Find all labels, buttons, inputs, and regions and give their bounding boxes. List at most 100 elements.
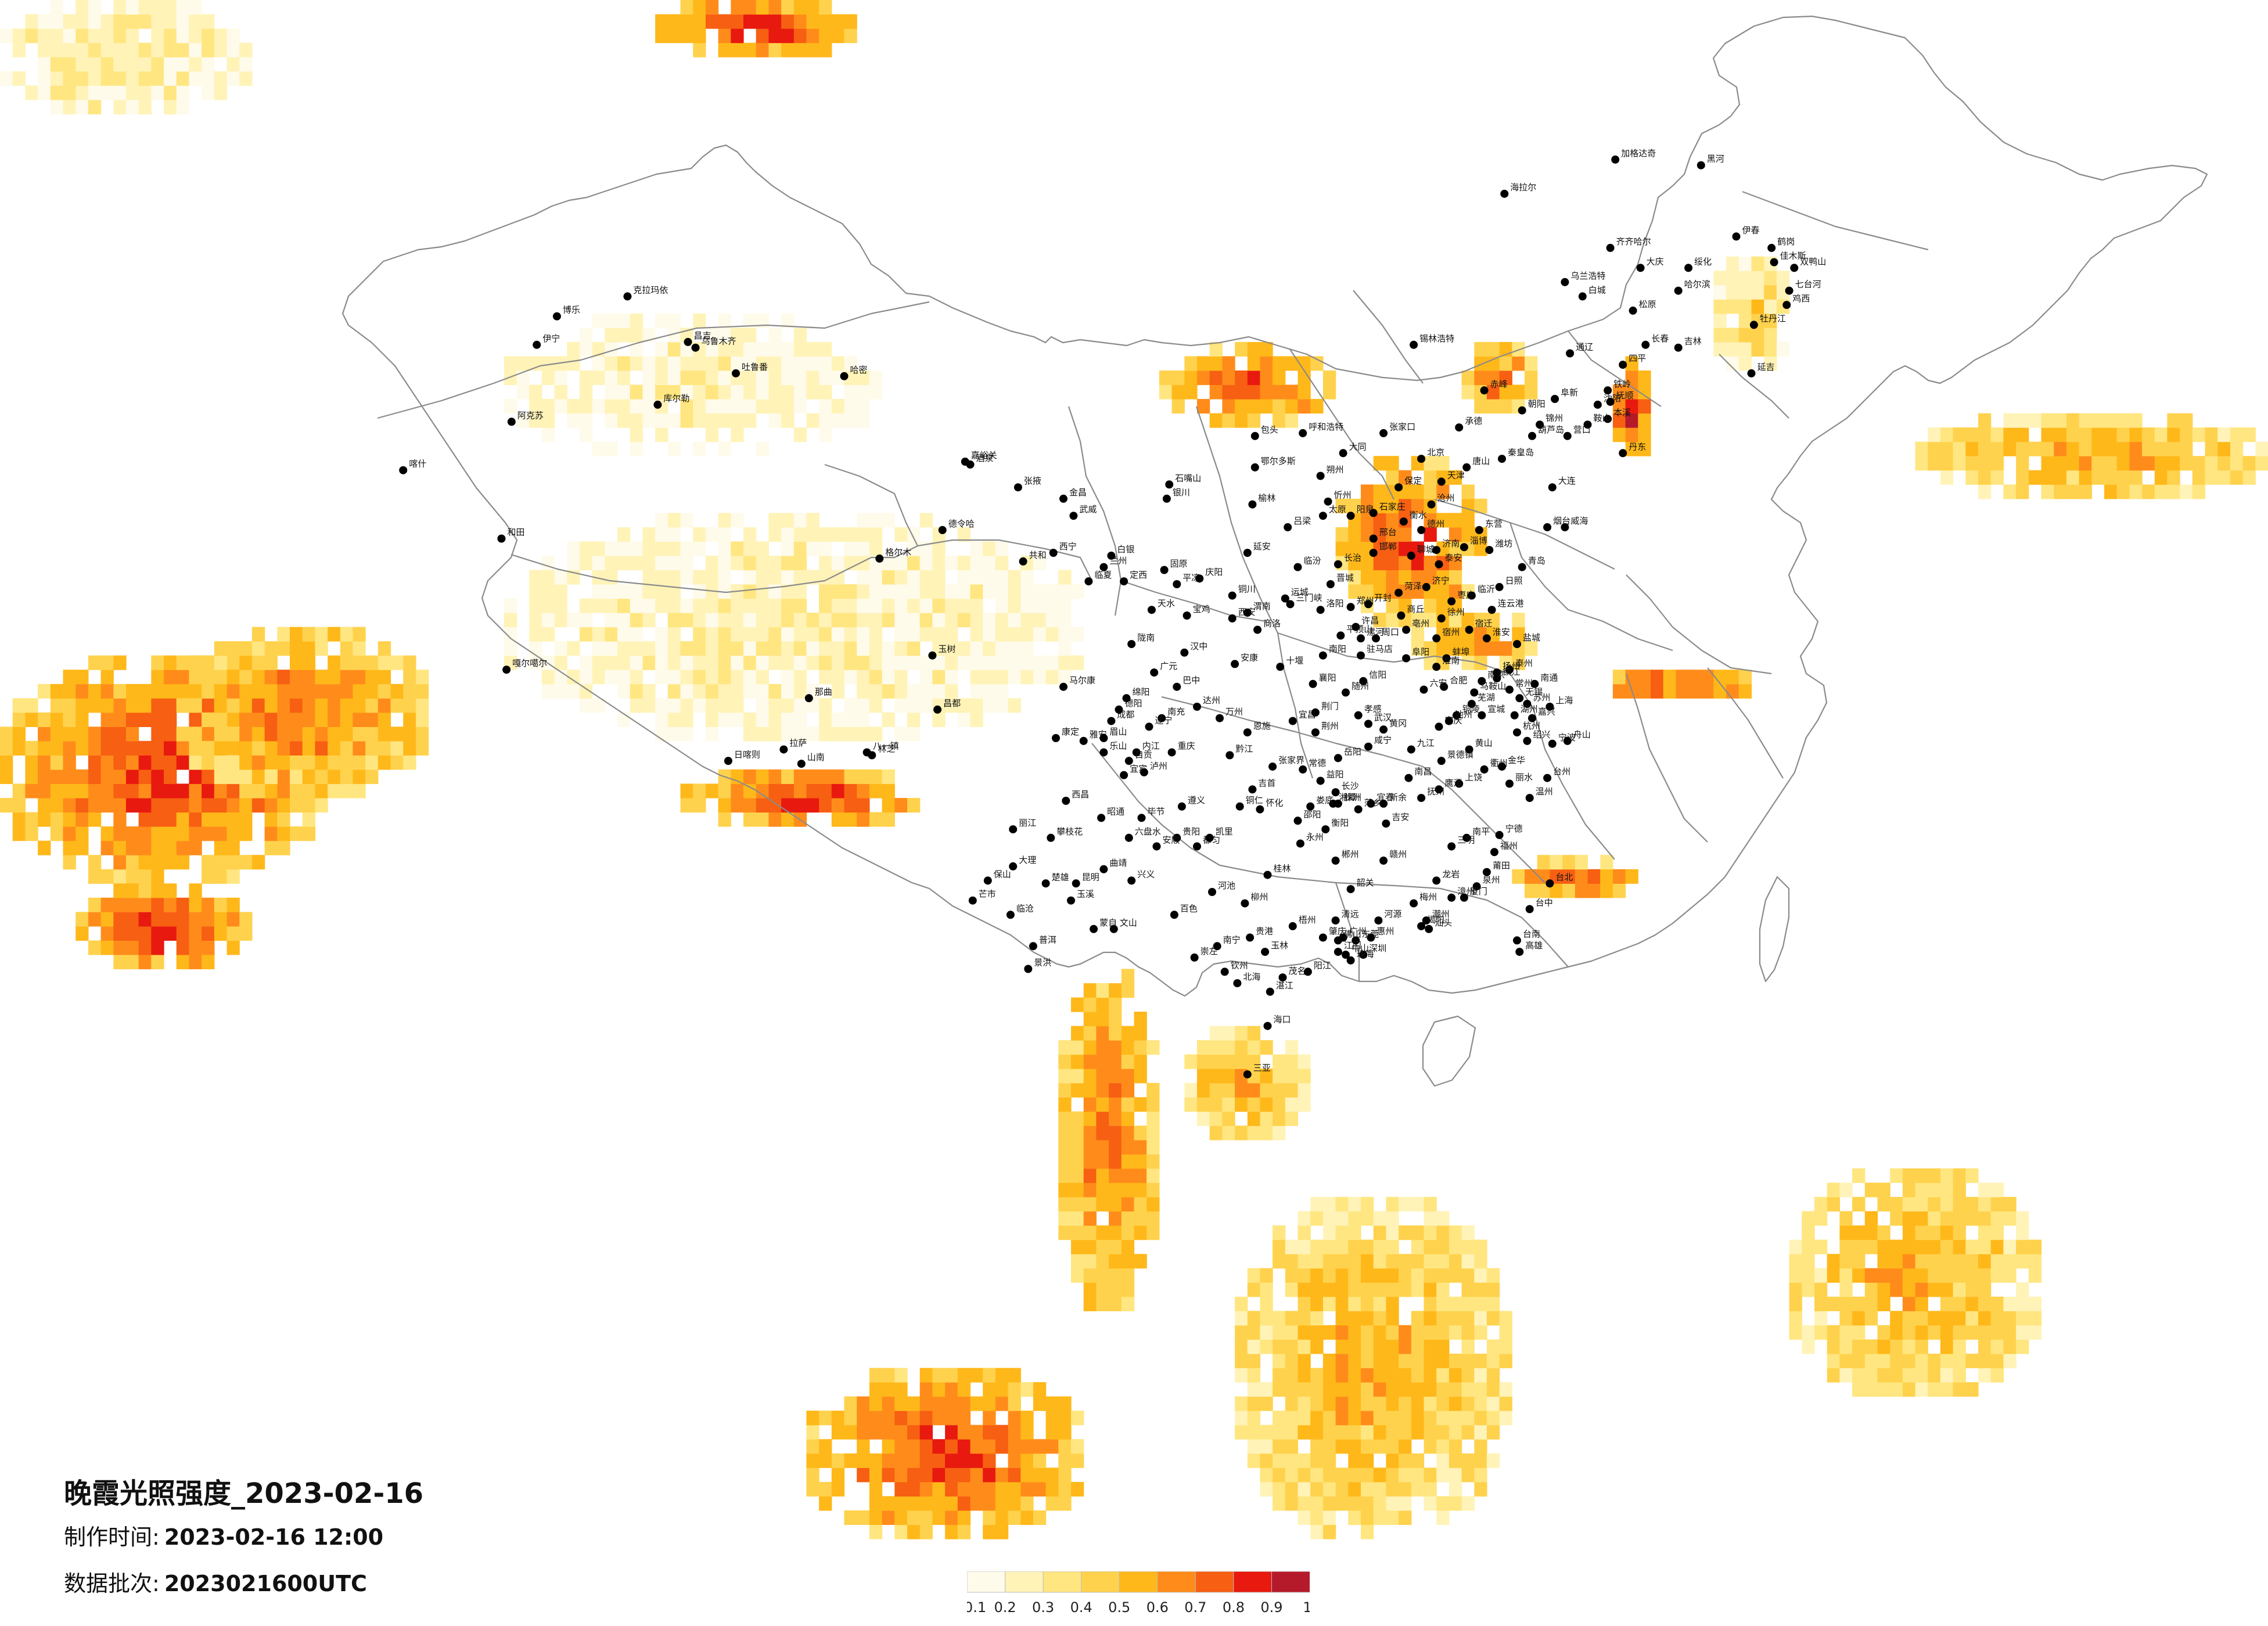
intensity-cell: [1171, 399, 1185, 414]
intensity-cell: [957, 712, 971, 727]
intensity-cell: [617, 527, 631, 542]
intensity-cell: [567, 670, 580, 685]
city-dot: [797, 760, 806, 768]
intensity-cell: [1348, 1354, 1361, 1369]
intensity-cell: [328, 684, 341, 699]
city-dot: [1470, 688, 1479, 697]
intensity-cell: [227, 840, 240, 855]
city-dot: [1303, 967, 1312, 976]
intensity-cell: [164, 14, 177, 29]
city-marker: 丹东: [1619, 441, 1646, 458]
intensity-cell: [1373, 613, 1386, 628]
intensity-cell: [1928, 1325, 1941, 1340]
intensity-cell: [831, 684, 845, 699]
intensity-cell: [529, 399, 542, 414]
intensity-cell: [1109, 1140, 1122, 1155]
intensity-cell: [1045, 670, 1059, 685]
intensity-cell: [983, 698, 996, 713]
city-dot: [1528, 431, 1536, 440]
intensity-cell: [290, 798, 303, 813]
city-marker: 汉中: [1180, 641, 1207, 657]
intensity-cell: [353, 670, 366, 685]
intensity-cell: [2142, 441, 2155, 456]
intensity-cell: [793, 613, 807, 628]
intensity-cell: [1424, 1368, 1437, 1383]
intensity-cell: [516, 384, 530, 400]
city-dot: [1357, 651, 1365, 660]
intensity-cell: [1738, 356, 1752, 371]
intensity-cell: [1928, 1225, 1941, 1240]
city-label: 衢州: [1490, 758, 1508, 768]
intensity-cell: [869, 1411, 883, 1426]
intensity-cell: [1625, 370, 1638, 386]
intensity-cell: [1335, 1225, 1349, 1240]
intensity-cell: [1096, 997, 1109, 1012]
intensity-cell: [1928, 1197, 1941, 1212]
intensity-cell: [315, 783, 328, 798]
intensity-cell: [227, 684, 240, 699]
intensity-cell: [567, 341, 580, 357]
city-marker: 中山: [1342, 943, 1369, 959]
city-dot: [966, 460, 975, 469]
city-marker: 渭南: [1243, 601, 1271, 617]
intensity-cell: [1436, 456, 1450, 471]
intensity-cell: [1071, 1268, 1084, 1283]
intensity-cell: [12, 798, 26, 813]
intensity-cell: [125, 28, 139, 44]
city-label: 芜湖: [1478, 692, 1495, 703]
city-marker: 台南: [1513, 929, 1540, 945]
intensity-cell: [756, 399, 769, 414]
intensity-cell: [290, 826, 303, 841]
intensity-cell: [1247, 1396, 1261, 1411]
intensity-cell: [340, 726, 354, 742]
city-dot: [1455, 423, 1464, 432]
intensity-cell: [768, 570, 782, 585]
city-dot: [1379, 799, 1388, 808]
intensity-cell: [1008, 1396, 1021, 1411]
city-marker: 江门: [1334, 940, 1361, 956]
intensity-cell: [290, 655, 303, 670]
intensity-cell: [1537, 869, 1550, 884]
city-dot: [1167, 748, 1176, 757]
city-marker: 鹰潭: [1435, 778, 1462, 794]
city-marker: 清远: [1331, 909, 1359, 925]
intensity-cell: [1322, 1453, 1336, 1468]
intensity-cell: [592, 313, 605, 328]
intensity-cell: [1448, 613, 1462, 628]
intensity-cell: [1260, 1424, 1273, 1440]
city-marker: 安康: [1231, 652, 1258, 668]
city-marker: 金昌: [1059, 487, 1087, 503]
intensity-cell: [403, 726, 416, 742]
intensity-cell: [995, 1424, 1009, 1440]
intensity-cell: [38, 42, 51, 57]
city-label: 许昌: [1361, 616, 1379, 626]
intensity-cell: [365, 755, 379, 770]
intensity-cell: [1285, 1424, 1299, 1440]
city-marker: 遵义: [1177, 795, 1205, 811]
intensity-cell: [138, 783, 152, 798]
intensity-cell: [1436, 1282, 1450, 1297]
intensity-cell: [857, 627, 870, 642]
intensity-cell: [1121, 1111, 1135, 1126]
intensity-cell: [2003, 1211, 2017, 1226]
intensity-cell: [1373, 1467, 1386, 1483]
city-marker: 黄山: [1465, 738, 1493, 754]
intensity-cell: [857, 812, 870, 827]
city-marker: 鄂尔多斯: [1250, 456, 1296, 472]
intensity-cell: [1978, 1296, 1992, 1311]
intensity-cell: [894, 684, 908, 699]
city-dot: [1216, 714, 1224, 722]
city-dot: [1369, 549, 1378, 557]
city-marker: 福州: [1490, 840, 1518, 857]
intensity-cell: [1020, 598, 1034, 613]
intensity-cell: [227, 712, 240, 727]
city-dot: [1530, 679, 1539, 688]
city-marker: 娄底: [1306, 795, 1334, 811]
intensity-cell: [1109, 997, 1122, 1012]
intensity-cell: [655, 28, 668, 44]
intensity-cell: [1235, 370, 1248, 386]
intensity-cell: [1486, 1354, 1500, 1369]
city-label: 广州: [1349, 926, 1367, 937]
intensity-cell: [2003, 484, 2017, 499]
city-label: 三明: [1457, 835, 1475, 846]
